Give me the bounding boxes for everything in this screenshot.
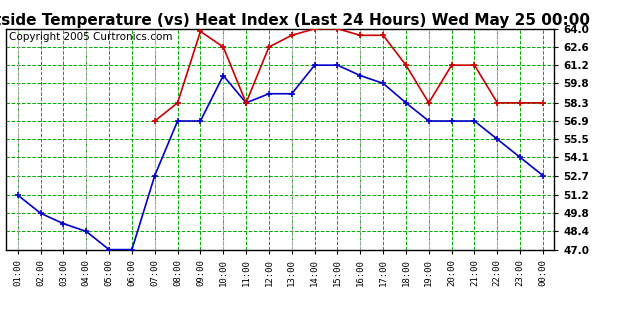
Title: Outside Temperature (vs) Heat Index (Last 24 Hours) Wed May 25 00:00: Outside Temperature (vs) Heat Index (Las… bbox=[0, 12, 590, 28]
Text: Copyright 2005 Curtronics.com: Copyright 2005 Curtronics.com bbox=[9, 32, 173, 42]
